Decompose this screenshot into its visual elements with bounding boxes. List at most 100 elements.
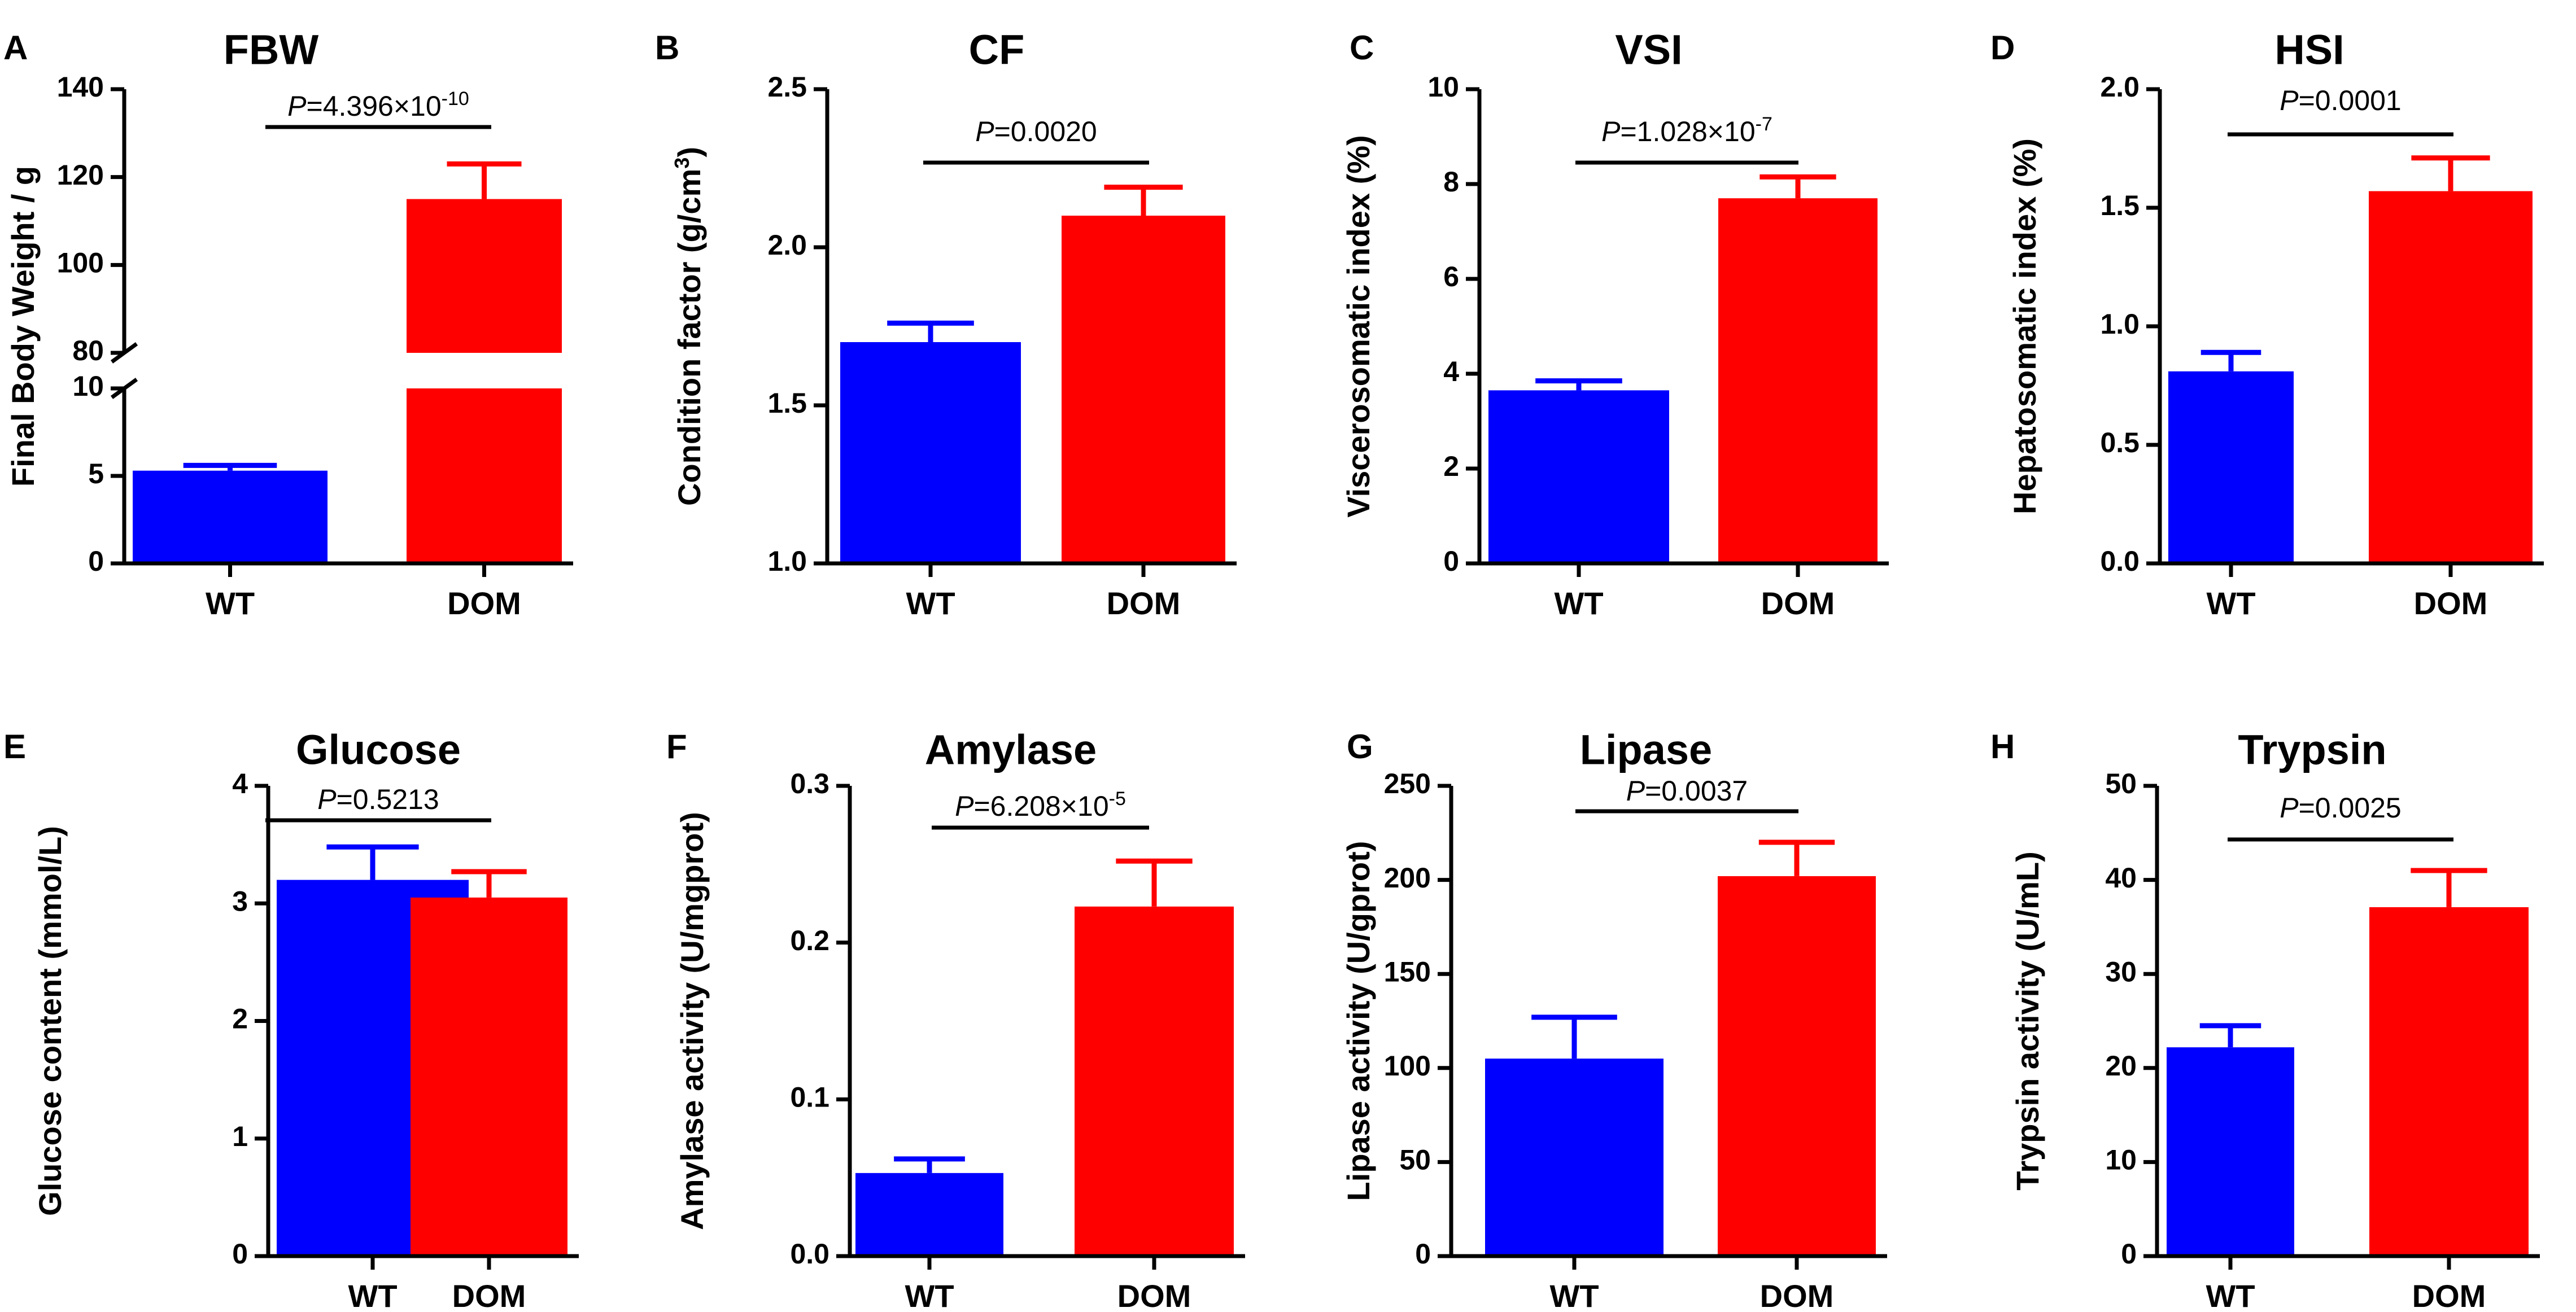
panel-b: B CF Condition factor (g/cm3) WT DOM 1.0 1.5 2.… [655,27,1237,621]
y-tick-label: 4 [1443,356,1459,387]
bar-dom [2369,191,2533,564]
y-tick-label: 2.5 [767,71,807,103]
x-tick-label: WT [2206,585,2255,621]
panel-h: H Trypsin Trypsin activity (U/mL) WT DOM 0 10 2… [1990,727,2540,1312]
chart-title: VSI [1615,27,1682,73]
y-tick-label: 80 [72,335,104,366]
y-tick-label: 1.5 [2100,190,2140,221]
bar-wt [2167,1047,2294,1256]
chart-title: Amylase [925,727,1097,773]
panel-label: A [3,29,28,67]
panel-a: A FBW Final Body Weight / g WT DOM 0 5 10 80 100 1… [3,27,573,621]
y-tick-label: 40 [2105,862,2137,894]
bar-dom-lower [407,388,562,563]
y-axis-label: Viscerosomatic index (%) [1341,135,1376,517]
y-axis-label: Lipase activity (U/gprot) [1341,841,1376,1201]
y-tick-label: 2 [1443,451,1459,482]
y-axis-label: Hepatosomatic index (%) [2007,138,2042,514]
y-tick-label: 150 [1384,956,1431,987]
bar-dom [2369,907,2529,1256]
y-tick-label: 20 [2105,1050,2137,1082]
chart-title: HSI [2274,27,2344,73]
bar-dom [407,199,562,353]
x-tick-label: WT [348,1278,397,1312]
panel-label: B [655,29,679,67]
bar-wt [133,470,328,563]
y-tick-label: 0 [88,545,104,577]
x-tick-label: WT [905,1278,954,1312]
panel-label: E [3,728,26,766]
p-value: P=0.0037 [1626,775,1748,807]
p-value: P=1.028×10-7 [1601,113,1772,147]
y-tick-label: 2.0 [767,229,807,261]
bar-dom [411,897,567,1256]
y-tick-label: 0 [1443,545,1459,577]
y-axis-label: Trypsin activity (U/mL) [2010,851,2045,1191]
p-value: P=6.208×10-5 [955,788,1126,822]
x-tick-label: DOM [447,585,521,621]
y-tick-label: 10 [72,370,104,402]
y-tick-label: 250 [1384,768,1431,799]
bar-dom [1718,876,1876,1256]
y-tick-label: 1.0 [767,545,807,577]
y-tick-label: 140 [57,71,104,103]
y-axis-label: Final Body Weight / g [5,166,41,487]
y-tick-label: 50 [1399,1144,1431,1176]
y-axis-label: Condition factor (g/cm3) [670,147,708,506]
y-tick-label: 0 [232,1238,248,1270]
panel-label: G [1347,728,1373,766]
x-tick-label: WT [906,585,955,621]
y-tick-label: 0.2 [790,925,829,956]
p-value: P=0.0025 [2280,792,2402,824]
panel-label: H [1990,728,2015,766]
y-tick-label: 0.0 [790,1238,829,1270]
y-tick-label: 10 [1427,71,1459,103]
y-tick-label: 0.3 [790,768,829,799]
x-tick-label: WT [1554,585,1603,621]
x-tick-label: DOM [1117,1278,1191,1312]
y-axis-label: Glucose content (mmol/L) [32,826,68,1216]
y-tick-label: 2.0 [2100,71,2140,103]
y-tick-label: 4 [232,768,248,799]
y-tick-label: 100 [1384,1050,1431,1082]
y-tick-label: 6 [1443,261,1459,292]
panel-c: C VSI Viscerosomatic index (%) WT DOM 0 2 4 6 8 10… [1341,27,1889,621]
x-tick-label: DOM [1761,585,1835,621]
chart-title: Glucose [296,727,461,773]
y-axis-label: Amylase activity (U/mgprot) [674,812,710,1230]
y-tick-label: 0.5 [2100,427,2140,458]
bar-dom [1718,198,1878,563]
y-tick-label: 5 [88,458,104,489]
y-tick-label: 0.1 [790,1082,829,1113]
x-tick-label: WT [1549,1278,1599,1312]
x-tick-label: DOM [1760,1278,1834,1312]
x-tick-label: DOM [2414,585,2488,621]
y-tick-label: 0 [1415,1238,1431,1270]
chart-title: Trypsin [2238,727,2386,773]
chart-title: Lipase [1580,727,1712,773]
y-tick-label: 200 [1384,862,1431,894]
p-value: P=0.0020 [975,116,1097,147]
panel-g: G Lipase Lipase activity (U/gprot) WT DOM 0 50… [1341,727,1887,1312]
bar-wt [2168,371,2294,563]
panel-label: D [1990,29,2015,67]
x-tick-label: WT [2206,1278,2255,1312]
y-tick-label: 50 [2105,768,2137,799]
y-tick-label: 100 [57,247,104,279]
y-tick-label: 3 [232,885,248,917]
p-value: P=0.0001 [2280,85,2402,116]
bar-wt [1485,1059,1664,1256]
y-tick-label: 30 [2105,956,2137,987]
y-tick-label: 0.0 [2100,545,2140,577]
p-value: P=4.396×10-10 [287,88,469,122]
panel-d: D HSI Hepatosomatic index (%) WT DOM 0.0 0.5 1.… [1990,27,2544,621]
bar-wt [1488,390,1669,563]
y-tick-label: 1 [232,1121,248,1152]
p-value: P=0.5213 [317,784,439,815]
x-tick-label: DOM [1107,585,1181,621]
bar-dom [1075,906,1234,1256]
chart-title: CF [969,27,1025,73]
panel-e: E Glucose Glucose content (mmol/L) WT DOM 0 1 2… [3,727,579,1312]
bar-dom [1062,216,1225,563]
x-tick-label: DOM [452,1278,526,1312]
